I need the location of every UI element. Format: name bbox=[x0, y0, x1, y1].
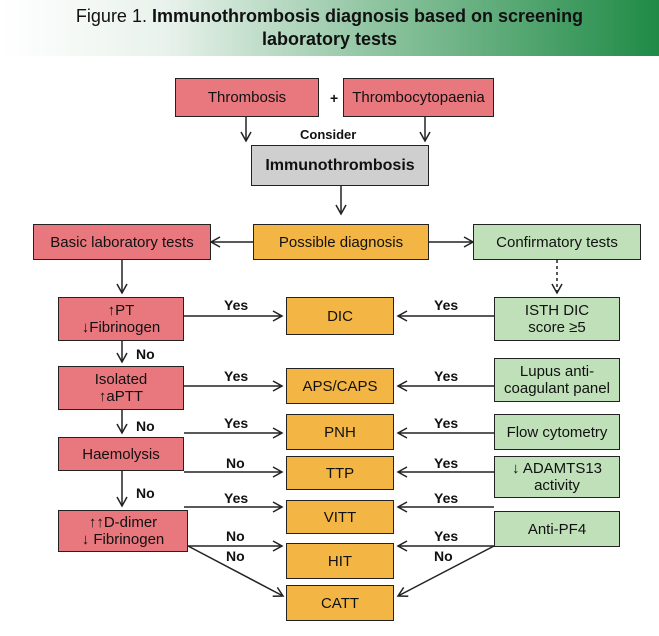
node-possible-diagnosis-label: Possible diagnosis bbox=[278, 233, 404, 251]
node-immunothrombosis: Immunothrombosis bbox=[251, 145, 429, 186]
node-vitt-label: VITT bbox=[323, 508, 357, 526]
label-yes-pt-dic: Yes bbox=[224, 297, 249, 313]
node-flow-cytometry: Flow cytometry bbox=[494, 414, 620, 450]
node-thrombosis: Thrombosis bbox=[175, 78, 319, 117]
label-yes-aptt-pnh: Yes bbox=[224, 415, 249, 431]
node-catt-label: CATT bbox=[320, 594, 360, 612]
node-flow-label: Flow cytometry bbox=[506, 423, 608, 441]
node-catt: CATT bbox=[286, 585, 394, 621]
label-no-haem-ddimer: No bbox=[136, 485, 155, 501]
arrow-antipf4-to-catt bbox=[396, 545, 495, 598]
node-ddimer-line1: ↑↑D-dimer bbox=[88, 514, 158, 531]
node-pnh: PNH bbox=[286, 414, 394, 450]
label-yes-isth-dic: Yes bbox=[434, 297, 459, 313]
label-yes-antipf4-vitt: Yes bbox=[434, 490, 459, 506]
title-banner: Figure 1. Immunothrombosis diagnosis bas… bbox=[0, 0, 659, 56]
label-yes-adamts-ttp: Yes bbox=[434, 455, 459, 471]
node-aptt-line2: ↑aPTT bbox=[98, 388, 144, 405]
node-thrombocytopaenia-label: Thrombocytopaenia bbox=[352, 89, 485, 106]
label-no-ddimer-hit: No bbox=[226, 528, 245, 544]
node-pnh-label: PNH bbox=[324, 423, 356, 441]
node-immunothrombosis-label: Immunothrombosis bbox=[265, 157, 415, 174]
node-isth-dic-score: ISTH DIC score ≥5 bbox=[494, 297, 620, 341]
label-no-antipf4-catt: No bbox=[434, 548, 453, 564]
node-aps-caps: APS/CAPS bbox=[286, 368, 394, 404]
node-dic: DIC bbox=[286, 297, 394, 335]
figure-title-line-2: laboratory tests bbox=[261, 29, 398, 49]
node-isth-line2: score ≥5 bbox=[528, 319, 586, 336]
node-aptt-line1: Isolated bbox=[94, 371, 148, 388]
node-hit-label: HIT bbox=[327, 552, 353, 570]
node-vitt: VITT bbox=[286, 500, 394, 534]
label-no-pt-aptt: No bbox=[136, 346, 155, 362]
node-lupus-line1: Lupus anti- bbox=[519, 363, 595, 380]
arrow-ddimer-to-catt bbox=[187, 545, 285, 597]
node-haemolysis: Haemolysis bbox=[58, 437, 184, 471]
node-hit: HIT bbox=[286, 543, 394, 579]
plus-sign: + bbox=[330, 90, 339, 106]
consider-label: Consider bbox=[300, 127, 357, 142]
node-thrombosis-label: Thrombosis bbox=[207, 89, 287, 106]
figure-title-line-1: Figure 1. Immunothrombosis diagnosis bas… bbox=[0, 6, 659, 27]
node-anti-pf4: Anti-PF4 bbox=[494, 511, 620, 547]
node-pt-fibrinogen: ↑PT ↓Fibrinogen bbox=[58, 297, 184, 341]
node-adamts13: ↓ ADAMTS13 activity bbox=[494, 456, 620, 498]
node-antipf4-label: Anti-PF4 bbox=[527, 520, 587, 538]
node-dic-label: DIC bbox=[327, 307, 353, 325]
figure-title: Immunothrombosis diagnosis based on scre… bbox=[151, 6, 584, 26]
node-aps-label: APS/CAPS bbox=[302, 377, 378, 395]
node-possible-diagnosis: Possible diagnosis bbox=[253, 224, 429, 260]
figure-number: Figure 1. bbox=[75, 6, 147, 26]
label-yes-antipf4-hit: Yes bbox=[434, 528, 459, 544]
label-yes-haem-vitt: Yes bbox=[224, 490, 249, 506]
node-confirmatory-tests-label: Confirmatory tests bbox=[496, 233, 618, 251]
node-lupus-line2: coagulant panel bbox=[504, 380, 610, 397]
node-pt-line2: ↓Fibrinogen bbox=[81, 319, 161, 336]
node-isth-line1: ISTH DIC bbox=[524, 302, 590, 319]
label-yes-aptt-aps: Yes bbox=[224, 368, 249, 384]
node-pt-line1: ↑PT bbox=[107, 302, 135, 319]
node-ttp: TTP bbox=[286, 456, 394, 490]
label-no-haem-ttp: No bbox=[226, 455, 245, 471]
node-ddimer-line2: ↓ Fibrinogen bbox=[81, 531, 165, 548]
node-confirmatory-tests: Confirmatory tests bbox=[473, 224, 641, 260]
label-no-ddimer-catt: No bbox=[226, 548, 245, 564]
label-yes-flow-pnh: Yes bbox=[434, 415, 459, 431]
node-basic-tests: Basic laboratory tests bbox=[33, 224, 211, 260]
node-lupus-panel: Lupus anti- coagulant panel bbox=[494, 358, 620, 402]
node-thrombocytopaenia: Thrombocytopaenia bbox=[343, 78, 494, 117]
node-isolated-aptt: Isolated ↑aPTT bbox=[58, 366, 184, 410]
label-no-aptt-haem: No bbox=[136, 418, 155, 434]
node-basic-tests-label: Basic laboratory tests bbox=[50, 233, 194, 251]
node-haemolysis-label: Haemolysis bbox=[82, 445, 160, 463]
node-adamts-line1: ↓ ADAMTS13 bbox=[511, 460, 603, 477]
node-ttp-label: TTP bbox=[325, 464, 355, 482]
node-adamts-line2: activity bbox=[534, 477, 580, 494]
node-ddimer-fibrinogen: ↑↑D-dimer ↓ Fibrinogen bbox=[58, 510, 188, 552]
label-yes-lupus-aps: Yes bbox=[434, 368, 459, 384]
